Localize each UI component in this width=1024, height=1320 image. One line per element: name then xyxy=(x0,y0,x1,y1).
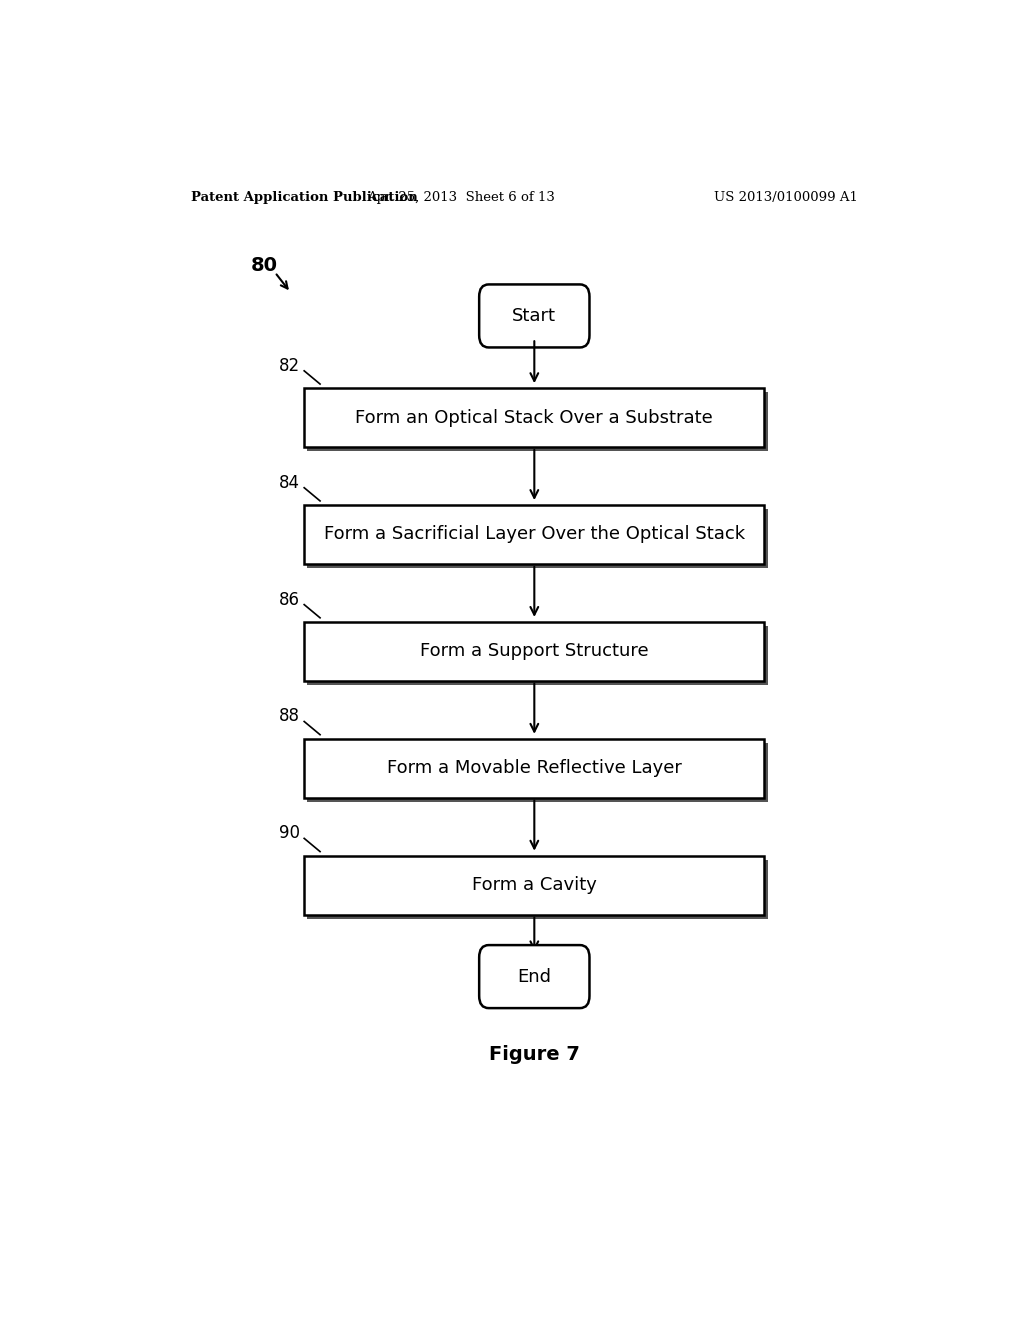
FancyBboxPatch shape xyxy=(307,392,768,451)
Text: Form a Cavity: Form a Cavity xyxy=(472,876,597,894)
Text: 90: 90 xyxy=(280,824,300,842)
Text: 88: 88 xyxy=(280,708,300,726)
FancyBboxPatch shape xyxy=(307,510,768,568)
Text: 86: 86 xyxy=(280,590,300,609)
Text: Figure 7: Figure 7 xyxy=(488,1045,580,1064)
Text: 84: 84 xyxy=(280,474,300,491)
Text: 82: 82 xyxy=(280,356,300,375)
Text: US 2013/0100099 A1: US 2013/0100099 A1 xyxy=(714,190,858,203)
Text: Form a Support Structure: Form a Support Structure xyxy=(420,643,648,660)
FancyBboxPatch shape xyxy=(304,388,765,447)
FancyBboxPatch shape xyxy=(307,743,768,801)
FancyBboxPatch shape xyxy=(307,859,768,919)
FancyBboxPatch shape xyxy=(304,739,765,797)
FancyBboxPatch shape xyxy=(479,945,590,1008)
Text: Form an Optical Stack Over a Substrate: Form an Optical Stack Over a Substrate xyxy=(355,409,713,426)
Text: 80: 80 xyxy=(251,256,278,275)
Text: Form a Sacrificial Layer Over the Optical Stack: Form a Sacrificial Layer Over the Optica… xyxy=(324,525,744,544)
Text: Start: Start xyxy=(512,308,556,325)
FancyBboxPatch shape xyxy=(304,506,765,564)
FancyBboxPatch shape xyxy=(479,284,590,347)
FancyBboxPatch shape xyxy=(304,622,765,681)
Text: Form a Movable Reflective Layer: Form a Movable Reflective Layer xyxy=(387,759,682,777)
FancyBboxPatch shape xyxy=(307,626,768,685)
Text: Patent Application Publication: Patent Application Publication xyxy=(191,190,418,203)
FancyBboxPatch shape xyxy=(304,855,765,915)
Text: End: End xyxy=(517,968,551,986)
Text: Apr. 25, 2013  Sheet 6 of 13: Apr. 25, 2013 Sheet 6 of 13 xyxy=(368,190,555,203)
